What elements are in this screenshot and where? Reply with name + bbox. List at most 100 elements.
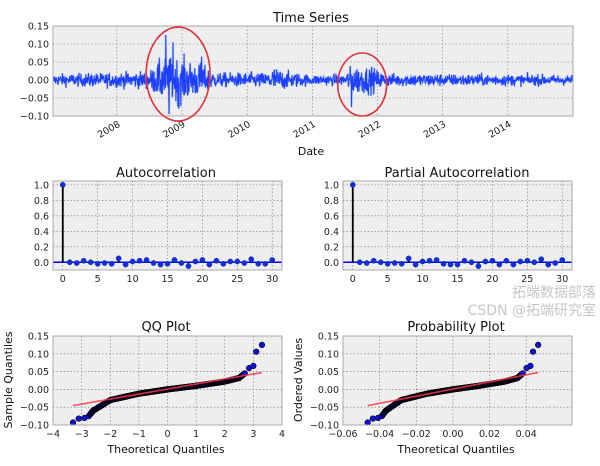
- acf-ytick-label: 0.2: [34, 242, 49, 253]
- ts-xlabel: Date: [298, 145, 325, 158]
- prob-xtick-label: −0.04: [365, 429, 394, 440]
- prob-xtick-label: −0.02: [402, 429, 431, 440]
- qq-point: [253, 348, 260, 355]
- acf-point: [178, 260, 185, 266]
- acf-point: [199, 257, 206, 263]
- watermark-line2: CSDN @拓端研究室: [468, 302, 596, 319]
- pacf-ytick-label: 0.6: [324, 211, 339, 222]
- qq-xtick-label: −4: [46, 429, 60, 440]
- acf-point: [248, 256, 255, 263]
- prob-xlabel: Theoretical Quantiles: [396, 443, 514, 456]
- qq-point: [250, 362, 257, 370]
- qq-ytick-label: −0.05: [20, 403, 49, 414]
- prob-ytick-label: −0.10: [310, 421, 339, 432]
- highlight-ellipse-2: [336, 52, 388, 117]
- acf-point: [157, 261, 164, 268]
- pacf-xtick-label: 0: [350, 274, 356, 285]
- pacf-point: [356, 259, 363, 266]
- pacf-point: [496, 261, 503, 268]
- prob-xtick-label: 0.04: [516, 429, 537, 440]
- prob-ytick-label: 0.05: [318, 367, 339, 378]
- acf-point: [171, 257, 178, 263]
- acf-ytick-label: 0.8: [34, 196, 49, 207]
- time-series-xtick-label: 2012: [357, 119, 383, 141]
- prob-axes: −0.06 −0.04 −0.02 0.00 0.02 0.04 −0.10 −0.05 0.0…: [310, 332, 572, 440]
- time-series-xtick-label: 2009: [161, 119, 187, 141]
- time-series-xtick-label: 2010: [226, 119, 252, 141]
- pacf-point: [398, 260, 405, 267]
- acf-point: [115, 255, 122, 262]
- acf-point: [255, 260, 262, 267]
- pacf-point: [377, 259, 384, 266]
- qq-point: [75, 415, 82, 422]
- acf-point: [220, 260, 227, 267]
- qq-xtick-label: 4: [279, 429, 285, 440]
- prob-xtick-label: −0.06: [328, 429, 357, 440]
- qq-point: [69, 419, 77, 426]
- prob-point: [529, 348, 537, 355]
- pacf-ytick-label: 0.4: [324, 227, 339, 238]
- pacf-plot-area: [343, 181, 572, 270]
- pacf-point: [517, 258, 524, 265]
- qq-xtick-label: −1: [132, 429, 146, 440]
- acf-point: [129, 258, 136, 265]
- time-series-ytick-label: −0.10: [20, 112, 49, 123]
- pacf-ytick-label: 1.0: [324, 180, 339, 191]
- qq-xtick-label: 3: [250, 429, 256, 440]
- qq-xtick-label: −3: [75, 429, 89, 440]
- prob-point: [527, 362, 534, 370]
- pacf-axes: 0 5 10 15 20 25 30 0.0 0.2 0.4 0.6 0.8 1.0: [324, 180, 572, 285]
- qq-xtick-label: 0: [164, 429, 170, 440]
- time-series-xtick-label: 2008: [96, 119, 122, 141]
- acf-xtick-label: 10: [127, 274, 139, 285]
- acf-point: [94, 260, 101, 267]
- qq-fit-line: [72, 371, 263, 407]
- acf-xtick-label: 25: [231, 274, 243, 285]
- qq-ytick-label: 0.05: [28, 367, 49, 378]
- time-series-xtick-label: 2013: [422, 119, 448, 141]
- acf-xtick-label: 30: [266, 274, 278, 285]
- acf-ytick-label: 0.4: [34, 227, 49, 238]
- acf-point: [269, 257, 276, 263]
- prob-ytick-label: 0.10: [318, 349, 339, 360]
- qq-ytick-label: 0.10: [28, 349, 49, 360]
- acf-frame: [52, 180, 283, 271]
- acf-ytick-label: 1.0: [34, 180, 49, 191]
- pacf-point: [503, 257, 510, 264]
- acf-title: Autocorrelation: [116, 166, 216, 181]
- pacf-point: [412, 261, 419, 268]
- acf-point: [136, 257, 143, 264]
- pacf-point: [552, 260, 559, 266]
- acf-point: [227, 258, 234, 265]
- qq-title: QQ Plot: [141, 320, 190, 335]
- ts-title: Time Series: [272, 11, 349, 26]
- pacf-point: [384, 260, 391, 267]
- pacf-point: [426, 257, 433, 264]
- acf-point: [73, 260, 80, 266]
- acf-point: [192, 258, 199, 265]
- pacf-xtick-label: 5: [385, 274, 391, 285]
- prob-ytick-label: −0.05: [310, 403, 339, 414]
- pacf-point: [482, 258, 489, 265]
- time-series-ytick-label: −0.05: [20, 94, 49, 105]
- acf-ytick-label: 0.0: [34, 258, 49, 269]
- pacf-title: Partial Autocorrelation: [385, 166, 530, 181]
- prob-point: [535, 341, 542, 349]
- pacf-point: [538, 256, 545, 263]
- acf-point: [185, 263, 192, 269]
- prob-xtick-label: 0.00: [442, 429, 463, 440]
- acf-plot-area: [53, 181, 282, 270]
- pacf-point: [454, 261, 461, 268]
- pacf-point: [531, 259, 538, 266]
- pacf-ytick-label: 0.0: [324, 258, 339, 269]
- qq-ytick-label: 0.15: [28, 332, 49, 343]
- time-series-xtick-label: 2014: [487, 119, 513, 141]
- ts-series-line: [52, 34, 574, 115]
- pacf-point: [475, 263, 482, 269]
- qq-plot-area: [53, 336, 282, 425]
- acf-point: [150, 260, 157, 266]
- prob-plot-area: [343, 336, 572, 425]
- acf-point: [213, 257, 220, 264]
- pacf-xtick-label: 25: [521, 274, 533, 285]
